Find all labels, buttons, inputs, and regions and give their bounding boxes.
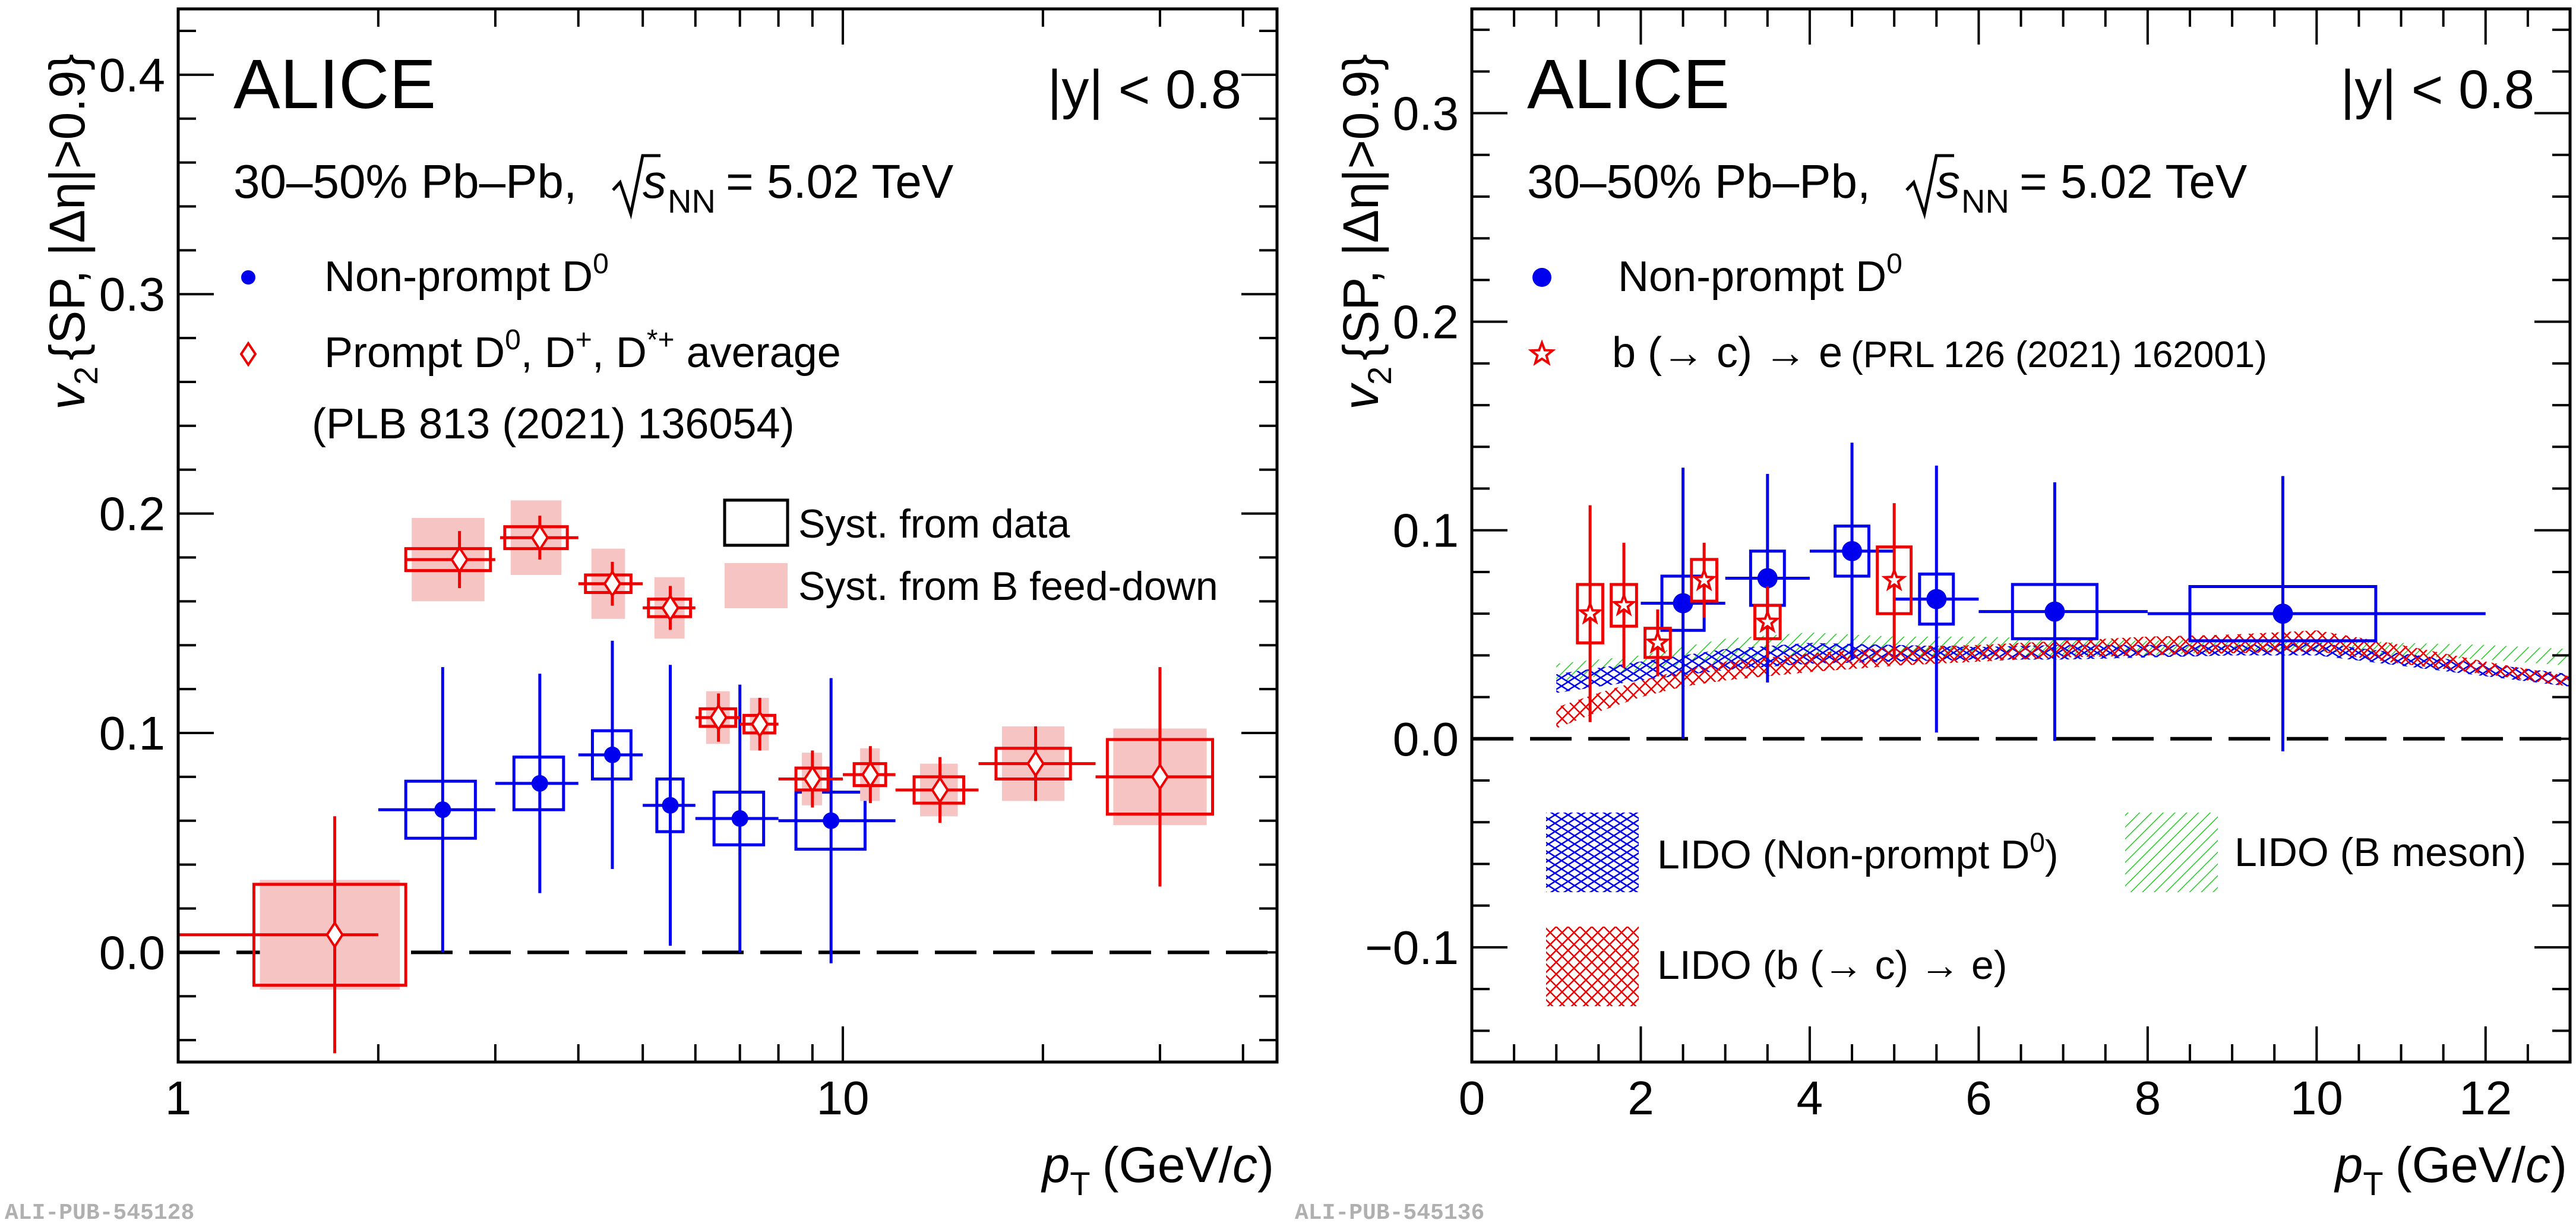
series1-point3-marker: [1691, 567, 1717, 592]
left-rapidity: |y| < 0.8: [1047, 59, 1241, 120]
series0-point4-marker: [731, 810, 748, 827]
series1-point0-marker: [325, 921, 344, 949]
right-y-axis-title: v2{SP, |Δη|>0.9}: [1333, 54, 1398, 410]
y-tick-label-4: 0.3: [1393, 87, 1459, 140]
series1-point9-marker: [931, 776, 949, 804]
series1-point8-marker: [861, 760, 880, 789]
series1-point10-marker: [1026, 749, 1045, 778]
x-tick-label-2: 4: [1797, 1072, 1823, 1124]
svg-text:30–50% Pb–Pb,: 30–50% Pb–Pb,: [233, 155, 577, 208]
series1-point4-marker: [1755, 608, 1781, 633]
syst-data-label: Syst. from data: [798, 501, 1070, 546]
series0-point5-marker: [2272, 603, 2293, 624]
model-label-bmeson: LIDO (B meson): [2234, 830, 2526, 875]
left-plot-frame: [176, 7, 1279, 1064]
series1-point11-marker: [1150, 763, 1170, 791]
series1-point5-marker: [1881, 567, 1907, 592]
legend-reference: (PLB 813 (2021) 136054): [312, 400, 795, 448]
right-legend: Non-prompt D0 b (→ c) → e (PRL 126 (2021)…: [1528, 248, 2526, 1006]
series1-point7-marker: [803, 764, 822, 794]
left-collision-label: 30–50% Pb–Pb, s NN = 5.02 TeV: [233, 154, 954, 220]
left-y-axis-title: v2{SP, |Δη|>0.9}: [39, 54, 105, 410]
series1-point3-marker: [603, 570, 622, 598]
legend-marker-bce: [1528, 339, 1556, 366]
svg-text:= 5.02 TeV: = 5.02 TeV: [726, 155, 954, 208]
svg-text:pT(GeV/c): pT (GeV/c): [2334, 1137, 2567, 1202]
right-x-axis-title: pT (GeV/c): [2334, 1137, 2567, 1202]
svg-text:NN: NN: [668, 182, 716, 220]
series1-point5-marker: [709, 703, 728, 732]
right-title: ALICE: [1527, 45, 1730, 124]
series0-point4-marker: [2044, 601, 2065, 622]
left-title: ALICE: [233, 45, 436, 124]
right-panel: 0 2 4 6 8 10 12 −0.1 0.0 0.1 0.2 0.3 ALICE |y| < 0.…: [1295, 7, 2572, 1223]
x-tick-label-0: 0: [1459, 1072, 1485, 1124]
legend-marker-nonprompt-right: [1532, 268, 1551, 287]
svg-text:s: s: [643, 155, 666, 208]
series1-point6-marker: [750, 710, 769, 738]
series1-point4-marker: [661, 593, 679, 622]
legend-label-nonprompt-right: Non-prompt D0: [1618, 248, 1902, 301]
series0-point2-marker: [1842, 541, 1863, 561]
svg-text:pT(GeV/c): pT (GeV/c): [1041, 1137, 1274, 1202]
x-tick-label-1: 2: [1627, 1072, 1654, 1124]
svg-text:s: s: [1936, 155, 1960, 208]
syst-data-swatch: [723, 498, 789, 547]
series1-point1-marker: [1611, 592, 1637, 617]
series0-point3-marker: [662, 797, 679, 814]
series0-point2-marker: [603, 746, 621, 763]
y-tick-label-3: 0.3: [99, 268, 165, 321]
left-x-axis-title: pT (GeV/c): [1041, 1137, 1274, 1202]
y-tick-label-4: 0.4: [99, 49, 165, 102]
y-tick-label-2: 0.1: [1393, 504, 1459, 557]
svg-text:v2{SP, |Δη|>0.9}: v2{SP, |Δη|>0.9}: [1333, 54, 1398, 410]
svg-text:v2{SP, |Δη|>0.9}: v2{SP, |Δη|>0.9}: [39, 54, 105, 410]
model-label-bce: LIDO (b (→ c) → e): [1657, 943, 2007, 988]
x-tick-label-4: 8: [2135, 1072, 2161, 1124]
x-tick-label-5: 10: [2290, 1072, 2343, 1124]
legend-marker-prompt: [239, 341, 257, 367]
left-watermark: ALI-PUB-545128: [5, 1200, 194, 1223]
x-tick-label-6: 12: [2459, 1072, 2512, 1124]
series0-point0-marker: [434, 801, 451, 819]
model-swatch-nonprompt: [1546, 813, 1639, 892]
y-tick-label-0: −0.1: [1365, 921, 1459, 974]
model-swatch-bmeson: [2125, 813, 2218, 892]
right-rapidity: |y| < 0.8: [2340, 59, 2534, 120]
x-tick-label-3: 6: [1965, 1072, 1992, 1124]
left-panel: 1 10 0.0 0.1 0.2 0.3 0.4 ALICE |y| < 0.8 30–50…: [5, 7, 1279, 1223]
svg-text:30–50% Pb–Pb,: 30–50% Pb–Pb,: [1527, 155, 1870, 208]
series0-point0-marker: [1673, 593, 1693, 614]
series1-point2-marker: [530, 523, 549, 552]
legend-label-nonprompt: Non-prompt D0: [324, 248, 609, 301]
x-tick-label-0: 1: [165, 1072, 192, 1124]
series0-point1-marker: [1757, 568, 1778, 589]
right-watermark: ALI-PUB-545136: [1295, 1200, 1484, 1223]
svg-text:= 5.02 TeV: = 5.02 TeV: [2019, 155, 2248, 208]
right-collision-label: 30–50% Pb–Pb, s NN = 5.02 TeV: [1527, 154, 2248, 220]
series0-point5-marker: [823, 812, 840, 829]
y-tick-label-0: 0.0: [99, 926, 165, 979]
model-band-2: [1556, 630, 2570, 729]
model-label-nonprompt: LIDO (Non-prompt D0): [1657, 827, 2059, 877]
legend-marker-nonprompt: [241, 270, 255, 285]
y-tick-label-3: 0.2: [1393, 296, 1459, 349]
series0-point3-marker: [1926, 589, 1947, 609]
syst-bfeed-swatch: [725, 563, 788, 608]
series1-point1-marker: [450, 545, 469, 574]
x-tick-label-1: 10: [817, 1072, 870, 1124]
syst-bfeed-label: Syst. from B feed-down: [798, 564, 1218, 609]
series0-point1-marker: [531, 775, 548, 792]
y-tick-label-1: 0.1: [99, 707, 165, 760]
model-swatch-bce: [1546, 927, 1639, 1006]
svg-text:NN: NN: [1961, 182, 2009, 220]
series1-point2-marker: [1645, 629, 1671, 654]
series1-point0-marker: [1577, 600, 1603, 625]
left-legend: Non-prompt D0 Prompt D0, D+, D*+ average…: [239, 248, 1218, 609]
y-tick-label-1: 0.0: [1393, 713, 1459, 766]
legend-label-bce: b (→ c) → e (PRL 126 (2021) 162001): [1612, 329, 2267, 377]
y-tick-label-2: 0.2: [99, 488, 165, 541]
legend-label-prompt: Prompt D0, D+, D*+ average: [324, 324, 841, 377]
